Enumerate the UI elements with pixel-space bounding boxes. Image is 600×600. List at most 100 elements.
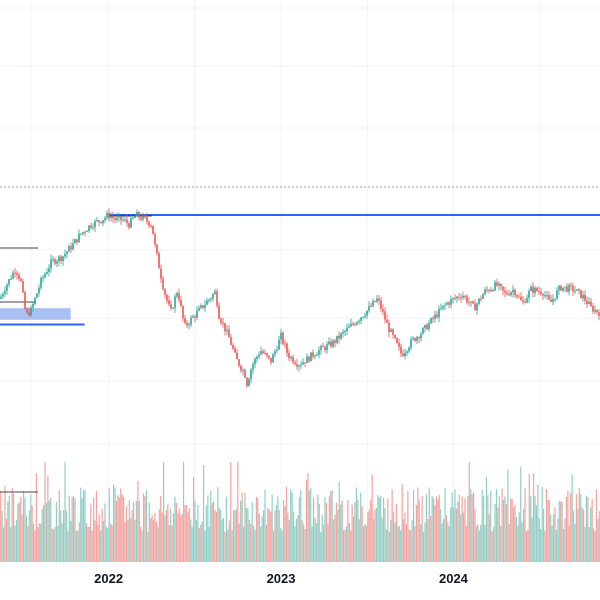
candle-body [232,345,234,349]
candle-body [96,220,98,222]
volume-bar [42,505,45,562]
candle-body [368,305,370,311]
volume-bar [304,528,306,562]
volume-bar [200,524,202,562]
candle-body [148,221,150,226]
volume-bar [262,510,265,562]
volume-bar [534,495,536,562]
candle-body [260,351,262,355]
candle-body [164,289,166,295]
volume-bar [108,488,110,562]
candle-body [428,323,430,330]
candle-body [486,289,488,291]
volume-bar [344,530,346,562]
candle-body [530,286,532,292]
candle-body [482,294,484,299]
volume-bar [270,511,272,562]
volume-bar [541,487,543,562]
volume-bar [527,529,529,562]
candle-body [378,298,380,301]
volume-bar [575,494,578,562]
volume-bar [424,522,426,562]
volume-bar [361,506,363,562]
candle-body [360,317,362,321]
candle-body [330,341,332,347]
volume-bar [540,529,542,562]
volume-bar [481,489,483,562]
candle-body [70,246,72,250]
candle-body [508,294,510,296]
candle-body [398,342,400,347]
volume-bar [111,525,113,562]
volume-bar [240,500,242,562]
candle-body [226,329,228,332]
volume-bar [431,496,433,562]
volume-bar [94,520,96,562]
candle-body [594,309,596,312]
candle-body [448,302,450,305]
candle-body [24,292,26,309]
candle-body [118,215,120,218]
candle-body [88,225,90,231]
volume-bar [85,523,88,562]
volume-bar [67,531,69,562]
volume-bar [457,501,459,562]
volume-bar [407,491,409,562]
candle-body [418,337,420,339]
volume-bar [548,499,550,562]
candle-body [296,364,298,367]
volume-bar [98,514,100,562]
candle-body [400,346,402,354]
volume-bar [447,522,449,562]
candle-body [372,300,374,307]
volume-bar [374,509,376,562]
volume-bar [528,474,530,562]
volume-bar [432,498,435,562]
candle-body [318,350,320,355]
volume-bar [204,530,206,562]
volume-bar [257,497,259,562]
volume-bar [404,512,406,562]
volume-bar [492,527,495,562]
candle-body [122,219,124,221]
volume-bar [145,490,148,562]
volume-bar [261,516,263,562]
candle-body [188,324,190,326]
volume-bar [412,489,415,562]
candle-body [4,290,6,294]
candle-body [116,217,118,220]
candle-body [238,359,240,366]
volume-bar [185,505,188,562]
candle-body [422,327,424,334]
volume-bar [151,515,153,562]
volume-bar [60,510,62,562]
candle-body [582,294,584,299]
volume-bar [290,489,292,562]
volume-bar [184,505,186,562]
candle-body [292,356,294,363]
candle-body [186,322,188,326]
volume-bar [428,487,430,562]
candle-body [392,329,394,335]
candle-body [76,239,78,243]
volume-bar [218,507,220,562]
volume-bar [427,519,429,562]
volume-bar [564,518,566,562]
volume-bar [167,504,169,562]
volume-bar [142,493,145,562]
volume-bar [598,511,600,562]
volume-bar [128,500,130,562]
volume-bar [592,528,595,562]
volume-bar [175,503,178,562]
candle-body [102,220,104,224]
volume-bar [274,510,276,562]
volume-bar [15,520,18,562]
candle-body [92,227,94,229]
candle-body [596,309,598,313]
volume-bar [224,531,226,562]
candle-body [234,348,236,353]
candle-body [434,314,436,319]
candle-body [160,268,162,279]
candle-body [388,322,390,332]
candle-body [526,297,528,303]
